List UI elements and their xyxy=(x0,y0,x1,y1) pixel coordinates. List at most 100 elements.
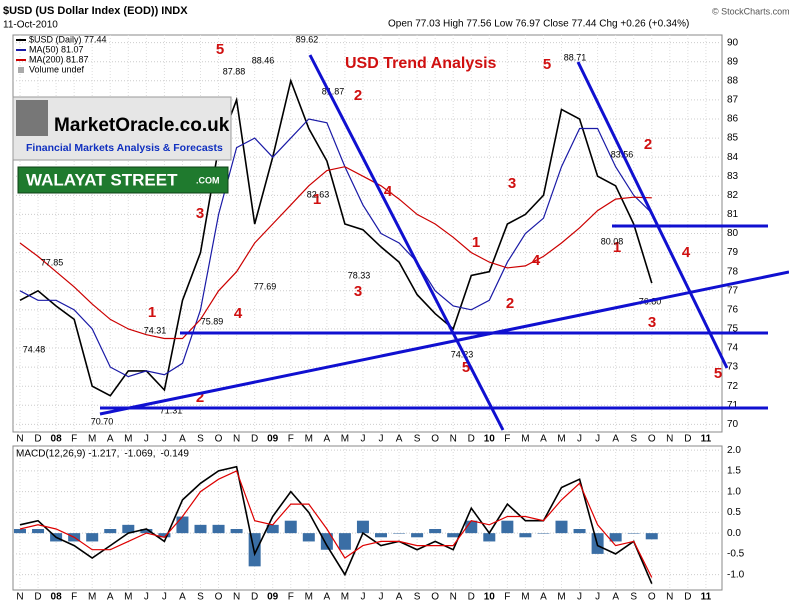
x-tick-label: N xyxy=(666,434,673,445)
trend-line xyxy=(576,61,729,369)
histogram-bar xyxy=(122,524,135,534)
y-tick-label: 72 xyxy=(727,381,739,392)
histogram-bar xyxy=(86,533,99,542)
site-name: MarketOracle.co.uk xyxy=(54,115,230,136)
x-tick-label: 09 xyxy=(267,434,279,445)
histogram-bar xyxy=(320,533,333,550)
x-tick-label: 11 xyxy=(701,434,712,445)
y-tick-label: 77 xyxy=(727,285,739,296)
series-line xyxy=(19,465,653,585)
x-tick-label: A xyxy=(396,592,403,603)
histogram-bar xyxy=(429,528,442,534)
x-tick-label: A xyxy=(612,434,619,445)
x-tick-label: O xyxy=(215,434,223,445)
x-tick-label: O xyxy=(648,592,656,603)
histogram-bar xyxy=(140,528,153,534)
x-tick-label: S xyxy=(197,592,204,603)
histogram-bar xyxy=(266,524,279,534)
banner xyxy=(17,166,229,194)
brand-suffix: .COM xyxy=(196,175,220,185)
chart-title: USD Trend Analysis xyxy=(345,55,497,72)
wave-label: 2 xyxy=(196,389,204,406)
y-tick-label: 86 xyxy=(727,114,739,125)
histogram-bar xyxy=(356,520,369,534)
histogram-bar xyxy=(375,533,387,538)
wave-label: 1 xyxy=(148,304,156,321)
price-label: 74.31 xyxy=(144,325,167,335)
x-tick-label: A xyxy=(612,592,619,603)
histogram-bar xyxy=(447,533,460,538)
price-label: 71.31 xyxy=(160,405,183,415)
y-tick-label: 80 xyxy=(727,228,739,239)
price-label: 74.48 xyxy=(23,344,46,354)
price-label: 70.70 xyxy=(91,416,114,426)
histogram-bar xyxy=(519,533,532,538)
y-tick-label: 89 xyxy=(727,56,739,67)
x-tick-label: F xyxy=(504,592,510,603)
legend-label: -0.149 xyxy=(161,449,190,460)
x-tick-label: F xyxy=(504,434,510,445)
histogram-bar xyxy=(465,520,478,534)
x-tick-label: M xyxy=(305,434,313,445)
x-tick-label: F xyxy=(71,434,77,445)
x-tick-label: J xyxy=(577,434,582,445)
x-tick-label: J xyxy=(144,434,149,445)
x-tick-label: O xyxy=(648,434,656,445)
tagline: Financial Markets Analysis & Forecasts xyxy=(26,142,223,154)
y-tick-label: 83 xyxy=(727,171,739,182)
x-tick-label: M xyxy=(124,434,132,445)
x-tick-label: D xyxy=(684,592,691,603)
legend-label: MA(50) 81.07 xyxy=(29,44,84,54)
histogram-bar xyxy=(212,524,225,534)
price-label: 80.08 xyxy=(601,236,624,246)
x-tick-label: D xyxy=(468,592,475,603)
quote: Open 77.03 High 77.56 Low 76.97 Close 77… xyxy=(388,19,689,30)
wave-label: 3 xyxy=(196,205,204,222)
y-tick-label: 1.5 xyxy=(727,466,741,477)
histogram-bar xyxy=(573,528,586,534)
histogram-bar xyxy=(302,533,315,542)
x-tick-label: A xyxy=(179,592,186,603)
x-tick-label: A xyxy=(324,592,331,603)
x-tick-label: A xyxy=(396,434,403,445)
x-tick-label: M xyxy=(521,434,529,445)
price-label: 78.33 xyxy=(348,270,371,280)
x-tick-label: 11 xyxy=(701,592,712,603)
wave-label: 4 xyxy=(234,305,243,322)
y-tick-label: 81 xyxy=(727,209,739,220)
y-tick-label: 90 xyxy=(727,37,739,48)
x-tick-label: M xyxy=(341,592,349,603)
histogram-bar xyxy=(14,528,26,534)
y-tick-label: 0.0 xyxy=(727,528,741,539)
x-tick-label: D xyxy=(251,592,258,603)
wave-label: 5 xyxy=(462,359,470,376)
y-tick-label: 88 xyxy=(727,75,739,86)
wave-label: 4 xyxy=(532,252,541,269)
x-tick-label: 08 xyxy=(51,434,63,445)
y-tick-label: 1.0 xyxy=(727,486,741,497)
x-tick-label: 10 xyxy=(484,434,496,445)
wave-label: 1 xyxy=(472,234,480,251)
x-tick-label: A xyxy=(324,434,331,445)
x-tick-label: A xyxy=(179,434,186,445)
price-label: 89.62 xyxy=(296,34,319,44)
wave-label: 2 xyxy=(506,295,514,312)
x-tick-label: J xyxy=(144,592,149,603)
x-tick-label: D xyxy=(34,592,41,603)
legend-label: -1.069, xyxy=(124,449,155,460)
x-tick-label: F xyxy=(71,592,77,603)
trend-line xyxy=(308,54,505,431)
wave-label: 1 xyxy=(613,239,621,256)
date: 11-Oct-2010 xyxy=(3,20,58,31)
price-label: 77.85 xyxy=(41,257,64,267)
x-tick-label: J xyxy=(595,434,600,445)
x-tick-label: N xyxy=(16,592,23,603)
x-tick-label: A xyxy=(540,592,547,603)
x-tick-label: D xyxy=(34,434,41,445)
x-tick-label: M xyxy=(341,434,349,445)
histogram-bar xyxy=(284,520,297,534)
x-tick-label: D xyxy=(251,434,258,445)
y-tick-label: 85 xyxy=(727,133,739,144)
x-tick-label: 10 xyxy=(484,592,496,603)
